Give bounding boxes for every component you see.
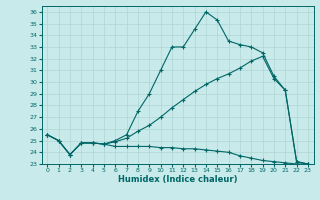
X-axis label: Humidex (Indice chaleur): Humidex (Indice chaleur) [118, 175, 237, 184]
